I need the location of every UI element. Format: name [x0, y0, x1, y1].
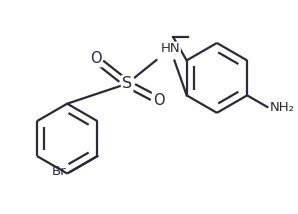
Text: O: O: [90, 51, 101, 66]
Text: HN: HN: [161, 42, 180, 55]
Text: S: S: [122, 76, 132, 91]
Text: NH₂: NH₂: [270, 101, 295, 113]
Text: O: O: [153, 93, 164, 108]
Text: Br: Br: [52, 165, 67, 178]
